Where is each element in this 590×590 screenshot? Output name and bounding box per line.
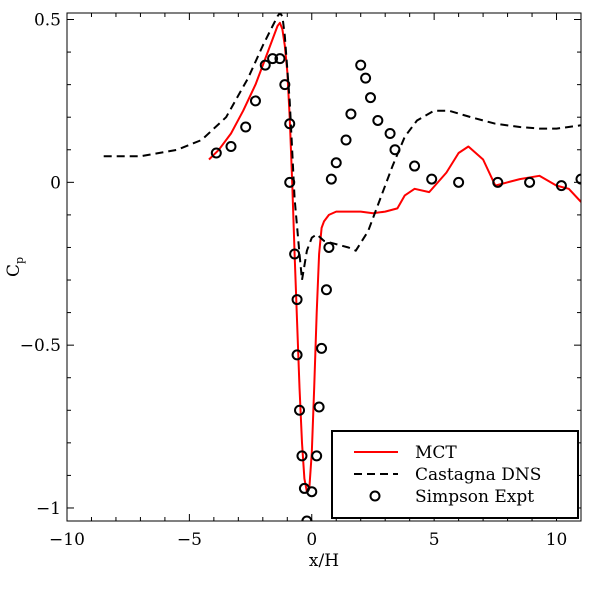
series-point-simpson-expt — [365, 92, 377, 104]
series-point-simpson-expt — [325, 173, 337, 185]
legend-label-mct: MCT — [415, 443, 457, 463]
x-tick-label: −10 — [49, 530, 85, 550]
series-point-simpson-expt — [291, 294, 303, 306]
series-point-simpson-expt — [389, 144, 401, 156]
series-point-simpson-expt — [289, 248, 301, 260]
series-point-simpson-expt — [259, 59, 271, 71]
series-point-simpson-expt — [225, 141, 237, 153]
series-point-simpson-expt — [492, 176, 504, 188]
series-point-simpson-expt — [306, 486, 318, 498]
series-point-simpson-expt — [284, 176, 296, 188]
x-tick-label: 10 — [546, 530, 568, 550]
y-tick-label: 0 — [50, 173, 61, 193]
series-point-simpson-expt — [311, 450, 323, 462]
series-point-simpson-expt — [323, 241, 335, 253]
series-point-simpson-expt — [360, 72, 372, 84]
series-point-simpson-expt — [453, 176, 465, 188]
y-axis-label: Cp — [4, 257, 26, 277]
series-point-simpson-expt — [240, 121, 252, 133]
series-point-simpson-expt — [267, 53, 279, 65]
series-point-simpson-expt — [384, 127, 396, 139]
series-point-simpson-expt — [409, 160, 421, 172]
series-point-simpson-expt — [330, 157, 342, 169]
legend-label-expt: Simpson Expt — [415, 487, 534, 507]
plot-frame — [66, 12, 582, 522]
x-tick-label: 5 — [429, 530, 440, 550]
x-axis-label: x/H — [309, 551, 339, 571]
x-tick-label: −5 — [177, 530, 202, 550]
series-point-simpson-expt — [316, 342, 328, 354]
legend-swatch-expt — [369, 490, 381, 502]
y-axis-label-sub: p — [13, 257, 26, 264]
series-point-simpson-expt — [294, 404, 306, 416]
series-line-mct — [208, 21, 581, 493]
y-tick-label: −1 — [36, 499, 61, 519]
series-point-simpson-expt — [301, 515, 313, 521]
y-tick-label: −0.5 — [20, 336, 61, 356]
series-point-simpson-expt — [345, 108, 357, 120]
series-point-simpson-expt — [575, 173, 581, 185]
tick-labels: −10 −5 0 5 10 −1 −0.5 0 0.5 — [20, 11, 568, 550]
series-point-simpson-expt — [355, 59, 367, 71]
series-point-simpson-expt — [296, 450, 308, 462]
series-point-simpson-expt — [279, 79, 291, 91]
series-point-simpson-expt — [291, 349, 303, 361]
x-tick-label: 0 — [306, 530, 317, 550]
series-point-simpson-expt — [372, 114, 384, 126]
series-point-simpson-expt — [320, 284, 332, 296]
series-line-castagna-dns — [103, 13, 581, 281]
legend-label-dns: Castagna DNS — [415, 465, 541, 485]
legend: MCT Castagna DNS Simpson Expt — [331, 430, 579, 519]
series-point-simpson-expt — [249, 95, 261, 107]
series-point-simpson-expt — [274, 53, 286, 65]
series-point-simpson-expt — [284, 118, 296, 130]
series-point-simpson-expt — [210, 147, 222, 159]
series-point-simpson-expt — [426, 173, 438, 185]
series-layer — [103, 13, 581, 521]
series-point-simpson-expt — [340, 134, 352, 146]
y-axis-label-main: C — [4, 264, 24, 277]
svg-text:Cp: Cp — [4, 257, 26, 277]
y-tick-label: 0.5 — [34, 11, 61, 31]
series-point-simpson-expt — [524, 176, 536, 188]
series-point-simpson-expt — [555, 180, 567, 192]
series-point-simpson-expt — [313, 401, 325, 413]
